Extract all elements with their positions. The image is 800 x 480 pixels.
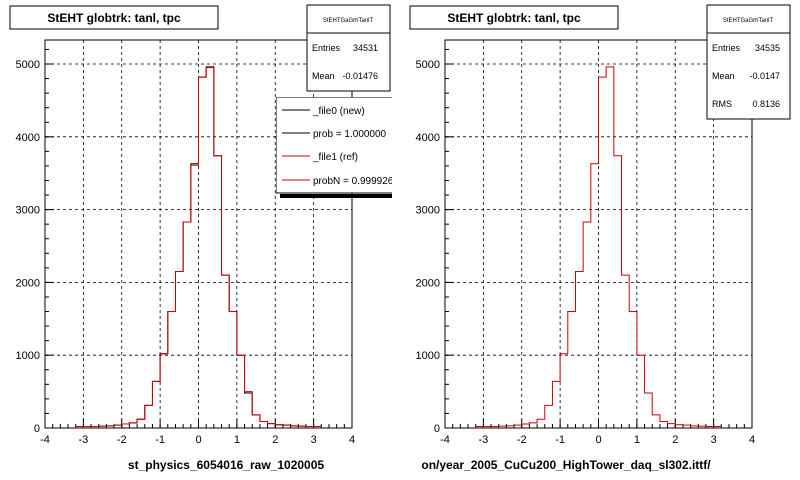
x-tick-label: 4 bbox=[749, 434, 755, 446]
x-tick-label: 3 bbox=[711, 434, 717, 446]
x-tick-label: 2 bbox=[672, 434, 678, 446]
x-tick-label: -2 bbox=[517, 434, 527, 446]
right-stats-value-mean: -0.0147 bbox=[749, 71, 780, 81]
y-tick-label: 2000 bbox=[416, 277, 440, 289]
left-stats-name: StEHTGaGrhTanlT bbox=[323, 18, 374, 24]
right-title-box bbox=[409, 5, 619, 30]
right-stats-label-rms: RMS bbox=[712, 99, 732, 109]
x-tick-label: -1 bbox=[555, 434, 565, 446]
x-tick-label: 4 bbox=[349, 434, 355, 446]
right-histograms bbox=[475, 66, 722, 428]
x-tick-label: 1 bbox=[634, 434, 640, 446]
y-tick-label: 4000 bbox=[16, 132, 40, 144]
histogram-line bbox=[75, 67, 322, 428]
left-footer-label: st_physics_6054016_raw_1020005 bbox=[128, 458, 324, 472]
right-stats-value-entries: 34535 bbox=[755, 43, 780, 53]
legend-shadow bbox=[280, 194, 392, 198]
right-stats-value-rms: 0.8136 bbox=[752, 99, 780, 109]
left-grid bbox=[45, 40, 352, 428]
left-histograms bbox=[75, 66, 322, 428]
right-x-ticks: -4 -3 -2 -1 0 1 2 3 4 bbox=[440, 419, 755, 446]
legend-label-new: _file0 (new) bbox=[312, 106, 365, 117]
y-tick-label: 1000 bbox=[16, 350, 40, 362]
y-tick-label: 3000 bbox=[16, 205, 40, 217]
right-stats-label-entries: Entries bbox=[712, 43, 741, 53]
x-tick-label: -4 bbox=[40, 434, 50, 446]
x-tick-label: -3 bbox=[78, 434, 88, 446]
legend-label-probn: probN = 0.999926 bbox=[313, 176, 394, 187]
left-x-ticks: -4 -3 -2 -1 0 1 2 3 4 bbox=[40, 419, 355, 446]
y-tick-label: 0 bbox=[34, 423, 40, 435]
right-panel: StEHT globtrk: tanl, tpc -4 -3 -2 -1 0 1 2 3 4 0… bbox=[409, 4, 791, 472]
x-tick-label: 3 bbox=[311, 434, 317, 446]
y-tick-label: 1000 bbox=[416, 350, 440, 362]
y-tick-label: 2000 bbox=[16, 277, 40, 289]
x-tick-label: 0 bbox=[195, 434, 201, 446]
right-footer-label: on/year_2005_CuCu200_HighTower_daq_sl302… bbox=[421, 458, 711, 472]
y-tick-label: 3000 bbox=[416, 205, 440, 217]
x-tick-label: -3 bbox=[478, 434, 488, 446]
right-stats-box bbox=[706, 4, 791, 120]
right-y-ticks: 0 1000 2000 3000 4000 5000 bbox=[416, 48, 454, 435]
left-y-ticks: 0 1000 2000 3000 4000 5000 bbox=[16, 48, 54, 435]
left-stats-value-entries: 34531 bbox=[353, 43, 378, 53]
x-tick-label: 2 bbox=[272, 434, 278, 446]
y-tick-label: 5000 bbox=[16, 59, 40, 71]
legend-box bbox=[276, 97, 392, 194]
left-stats-label-entries: Entries bbox=[312, 43, 341, 53]
x-tick-label: 0 bbox=[595, 434, 601, 446]
x-tick-label: -2 bbox=[117, 434, 127, 446]
x-tick-label: 1 bbox=[234, 434, 240, 446]
left-stats-label-mean: Mean bbox=[312, 71, 335, 81]
legend-label-prob: prob = 1.000000 bbox=[313, 129, 387, 140]
left-legend: _file0 (new) prob = 1.000000 _file1 (ref… bbox=[276, 97, 394, 198]
left-chart-title: StEHT globtrk: tanl, tpc bbox=[47, 11, 181, 25]
y-tick-label: 0 bbox=[434, 423, 440, 435]
right-grid bbox=[445, 40, 752, 428]
right-stats-name: StEHTGaGrhTanlT bbox=[723, 18, 774, 24]
left-stats-box bbox=[306, 4, 391, 92]
x-tick-label: -4 bbox=[440, 434, 450, 446]
left-title-box bbox=[9, 5, 219, 30]
left-stats-value-mean: -0.01476 bbox=[342, 71, 378, 81]
histogram-line bbox=[475, 66, 722, 428]
legend-label-ref: _file1 (ref) bbox=[312, 152, 358, 163]
y-tick-label: 5000 bbox=[416, 59, 440, 71]
right-chart-title: StEHT globtrk: tanl, tpc bbox=[447, 11, 581, 25]
x-tick-label: -1 bbox=[155, 434, 165, 446]
y-tick-label: 4000 bbox=[416, 132, 440, 144]
left-panel: StEHT globtrk: tanl, tpc -4 -3 -2 -1 0 1 2 3 4 0… bbox=[9, 4, 394, 472]
right-stats-label-mean: Mean bbox=[712, 71, 735, 81]
